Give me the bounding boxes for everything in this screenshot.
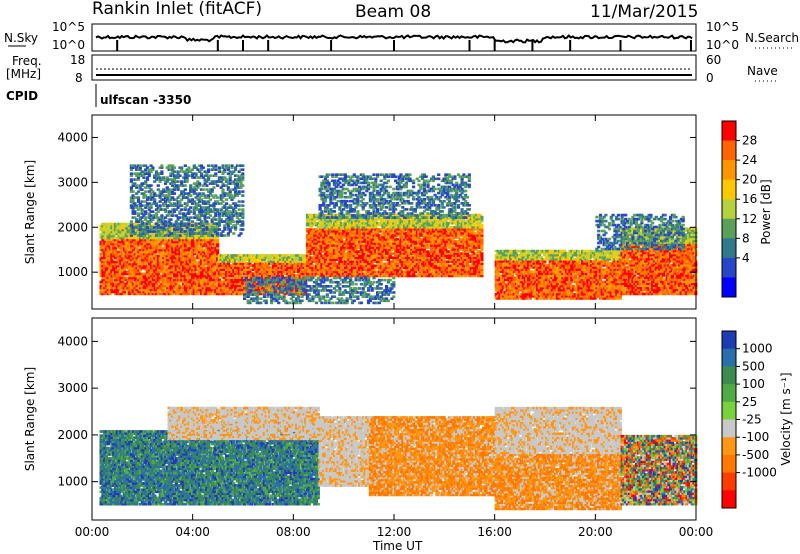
freq-tick-bottom: 8 bbox=[75, 71, 83, 85]
date-label: 11/Mar/2015 bbox=[590, 2, 698, 22]
nsky-tick-bottom: 10^0 bbox=[52, 38, 85, 52]
nsky-label: N.Sky bbox=[4, 31, 38, 45]
site-title: Rankin Inlet (fitACF) bbox=[92, 0, 262, 19]
freq-panel-frame bbox=[92, 55, 696, 80]
freq-label-line2: [MHz] bbox=[6, 67, 41, 81]
power-heatmap bbox=[100, 164, 698, 304]
freq-tick-top: 18 bbox=[70, 53, 85, 67]
nsearch-tick-bottom: 10^0 bbox=[706, 38, 739, 52]
heatmap-cell bbox=[178, 285, 181, 288]
nsearch-label: N.Search bbox=[745, 31, 799, 45]
nave-label: Nave bbox=[747, 64, 778, 78]
nave-tick-bottom: 0 bbox=[706, 71, 714, 85]
noise-scan-markers bbox=[117, 40, 691, 51]
cpid-value: ulfscan -3350 bbox=[100, 93, 191, 107]
nsky-tick-top: 10^5 bbox=[52, 20, 85, 34]
beam-label: Beam 08 bbox=[355, 2, 431, 22]
nsearch-tick-top: 10^5 bbox=[706, 20, 739, 34]
freq-label-line1: Freq. bbox=[12, 54, 42, 68]
nave-tick-top: 60 bbox=[706, 53, 721, 67]
cpid-label: CPID bbox=[6, 89, 38, 103]
